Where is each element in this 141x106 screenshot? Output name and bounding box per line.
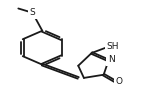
Text: O: O [116,77,123,86]
Text: N: N [108,55,114,64]
Text: S: S [30,8,35,17]
Text: SH: SH [107,42,119,51]
